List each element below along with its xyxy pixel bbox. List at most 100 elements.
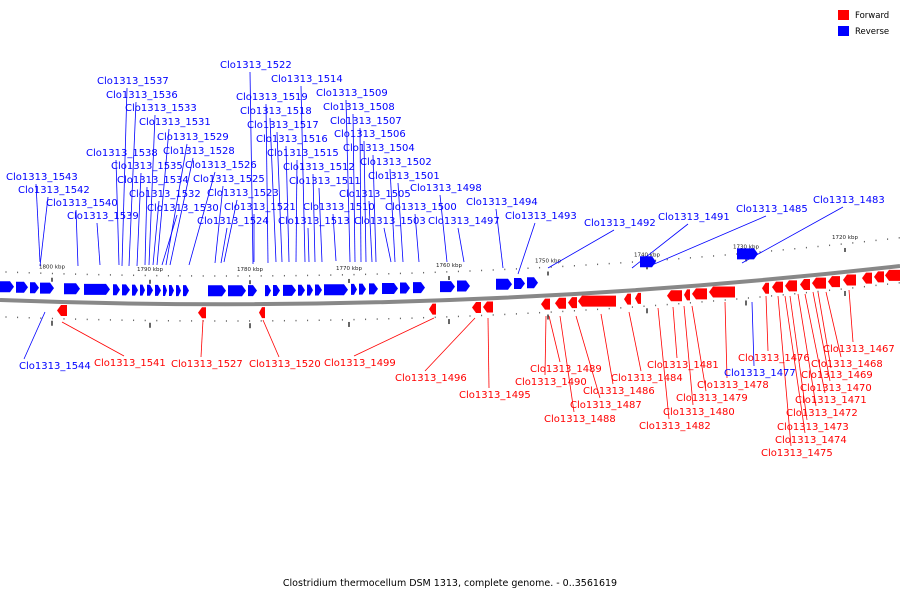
reverse-gene-arrow [84,283,110,295]
reverse-gene-arrow [369,283,378,295]
scale-tick-label: 1760 kbp [436,263,462,269]
scale-tick-label: 1740 kbp [634,252,660,258]
legend: Forward Reverse [838,10,889,37]
forward-gene-label: Clo1313_1482 [639,421,711,432]
reverse-gene-arrow [169,285,174,297]
reverse-gene-label: Clo1313_1497 [428,216,500,227]
reverse-gene-leader-line [214,185,224,264]
reverse-gene-leader-line [741,206,844,264]
forward-gene-leader-line [487,317,490,389]
reverse-gene-leader-line [285,145,290,263]
legend-forward-label: Forward [855,11,889,21]
forward-gene-arrow [568,297,577,309]
forward-gene-label: Clo1313_1486 [583,386,655,397]
reverse-gene-label: Clo1313_1485 [736,204,808,215]
reverse-gene-leader-line [23,311,46,360]
reverse-gene-leader-line [312,173,316,263]
scale-ticks: 1800 kbp 1790 kbp 1780 kbp 1770 kbp 1760 kbp… [5,235,900,329]
reverse-gene-leader-line [547,229,615,269]
forward-gene-arrow [198,307,206,319]
reverse-gene-leader-line [439,194,448,263]
reverse-gene-leader-line [156,128,170,266]
reverse-gene-arrow [382,282,398,294]
reverse-gene-label: Clo1313_1506 [334,129,406,140]
forward-gene-label: Clo1313_1478 [697,380,769,391]
forward-gene-leader-line [657,307,670,420]
forward-gene-arrow [541,298,550,310]
forward-gene-label: Clo1313_1474 [775,435,847,446]
reverse-gene-leader-line [414,213,420,263]
reverse-gene-arrow [527,277,538,289]
reverse-gene-arrow [30,282,39,294]
forward-gene-arrow [429,303,436,315]
forward-gene-leader-line [559,315,575,413]
reverse-gene-leader-line [269,117,277,263]
reverse-gene-leader-line [161,214,178,266]
reverse-gene-arrow [400,282,410,294]
reverse-gene-leader-line [363,140,367,263]
reverse-gene-arrow [514,277,525,289]
reverse-gene-arrow [273,285,280,297]
reverse-gene-arrow [359,283,366,295]
reverse-gene-label: Clo1313_1510 [303,202,375,213]
reverse-gene-label: Clo1313_1477 [724,368,796,379]
reverse-gene-leader-line [188,171,216,266]
reverse-gene-label: Clo1313_1492 [584,218,656,229]
forward-gene-leader-line [777,295,792,447]
reverse-gene-arrow [140,284,145,296]
forward-gene-arrow [812,277,826,289]
reverse-gene-leader-line [295,159,298,263]
forward-gene-leader-line [691,305,707,392]
reverse-gene-label: Clo1313_1534 [117,175,189,186]
reverse-gene-label: Clo1313_1525 [193,174,265,185]
reverse-gene-label: Clo1313_1518 [240,106,312,117]
reverse-gene-leader-line [300,85,306,263]
legend-forward-swatch [838,10,849,20]
reverse-gene-label: Clo1313_1542 [18,185,90,196]
forward-gene-arrow [624,293,631,305]
reverse-gene-leader-line [397,182,404,263]
reverse-gene-arrow [0,281,14,293]
forward-gene-label: Clo1313_1496 [395,373,467,384]
forward-gene-leader-line [544,315,547,376]
reverse-gene-arrow [496,278,512,290]
reverse-gene-label: Clo1313_1543 [6,172,78,183]
forward-gene-label: Clo1313_1468 [811,359,883,370]
reverse-gene-leader-line [517,222,536,275]
forward-gene-label: Clo1313_1489 [530,364,602,375]
reverse-gene-label: Clo1313_1502 [360,157,432,168]
reverse-gene-leader-line [368,200,373,263]
forward-gene-leader-line [200,319,204,358]
reverse-gene-label: Clo1313_1533 [125,103,197,114]
reverse-gene-arrow [315,284,322,296]
forward-gene-arrow [684,289,690,301]
reverse-gene-label: Clo1313_1538 [86,148,158,159]
forward-gene-label: Clo1313_1484 [611,373,683,384]
reverse-gene-arrow [640,256,656,268]
reverse-gene-leader-line [128,101,137,267]
forward-gene-arrow [483,301,493,313]
scale-tick-label: 1790 kbp [137,267,163,273]
reverse-gene-leader-line [144,186,148,266]
reverse-gene-arrow [737,248,758,260]
forward-gene-arrow [862,272,872,284]
scale-tick-label: 1730 kbp [733,244,759,250]
forward-gene-leader-line [765,295,769,352]
scale-tick-label: 1770 kbp [336,266,362,272]
reverse-gene-leader-line [96,222,101,266]
reverse-gene-label: Clo1313_1522 [220,60,292,71]
reverse-gene-label: Clo1313_1521 [224,202,296,213]
forward-gene-arrow [762,282,769,294]
reverse-gene-leader-line [318,187,323,263]
reverse-gene-label: Clo1313_1505 [339,189,411,200]
forward-gene-arrow [472,301,481,313]
reverse-gene-arrow [265,285,271,297]
forward-gene-label: Clo1313_1487 [570,400,642,411]
reverse-gene-leader-line [148,114,156,266]
reverse-gene-leader-line [152,200,160,266]
forward-gene-arrow [828,276,840,288]
reverse-gene-arrow [155,284,161,296]
reverse-gene-arrow [351,283,357,295]
reverse-gene-label: Clo1313_1515 [267,148,339,159]
